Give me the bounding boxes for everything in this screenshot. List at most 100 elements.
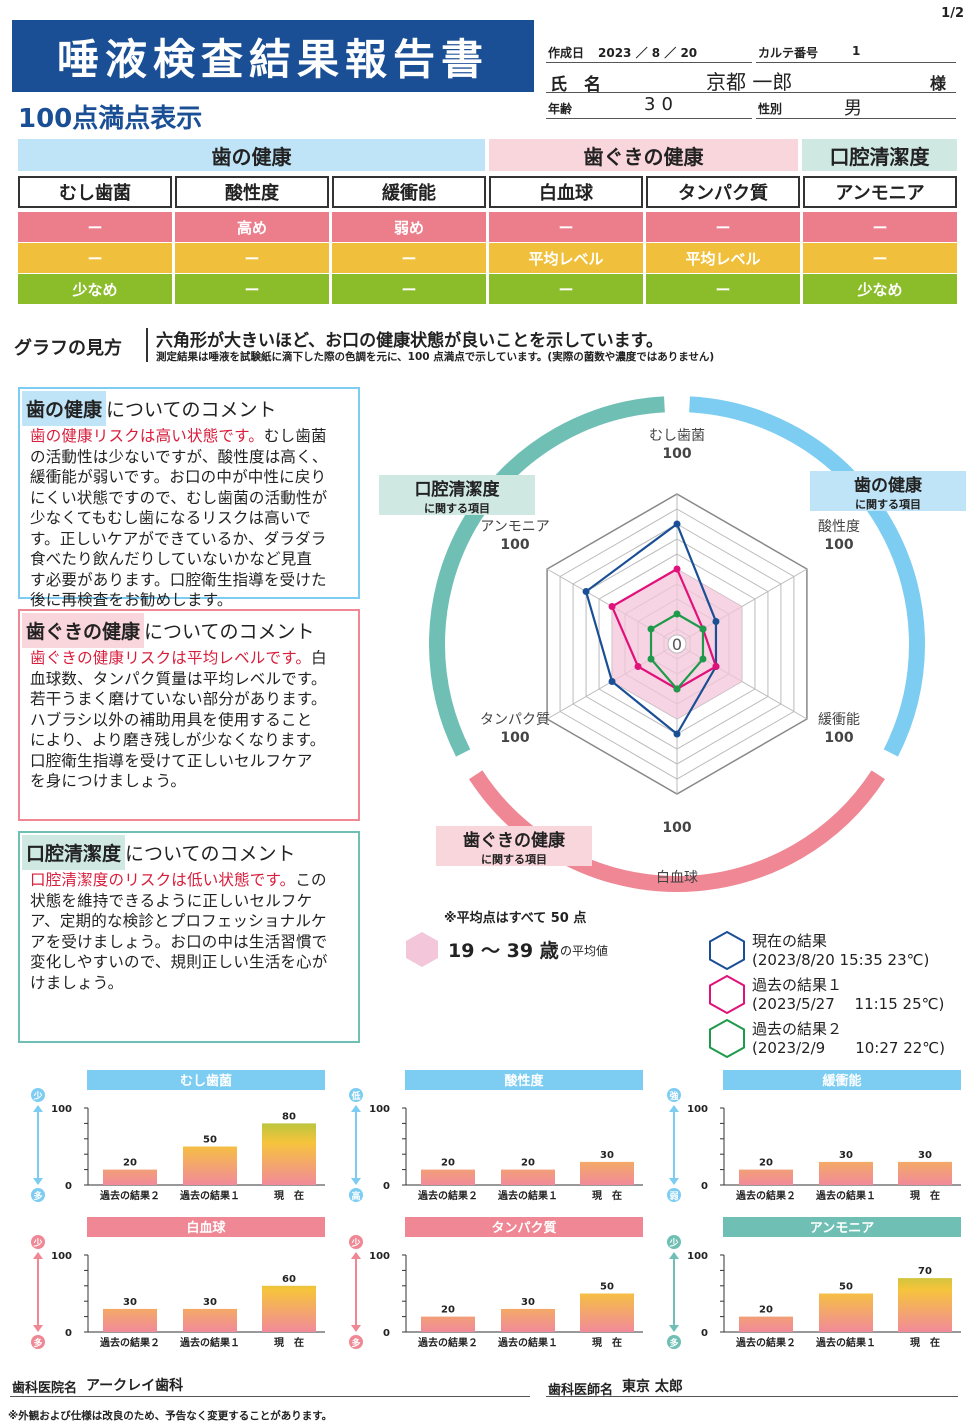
radar-point <box>712 663 720 670</box>
bar-category-label: 過去の結果１ <box>815 1189 876 1202</box>
radar-point <box>712 618 720 625</box>
bar <box>501 1308 555 1332</box>
bar-value-label: 30 <box>123 1297 137 1308</box>
y-tick-label: 100 <box>369 1251 390 1262</box>
y-tick-label: 0 <box>701 1328 708 1339</box>
radar-axis-max: 100 <box>500 537 529 553</box>
comment-text-segment: この <box>295 871 327 889</box>
arrow-up-icon <box>669 1105 679 1112</box>
indicator-bottom-circle <box>349 1335 363 1349</box>
radar-point <box>608 678 616 685</box>
doctor-label: 歯科医師名 <box>548 1383 614 1398</box>
bar-category-label: 過去の結果１ <box>179 1336 240 1349</box>
comment-text: 口腔清潔度のリスクは低い状態です。この 状態を維持できるように正しいセルフケ ア、定… <box>20 870 358 993</box>
table-cell: 少なめ <box>803 274 957 304</box>
bar-value-label: 50 <box>600 1282 614 1293</box>
comment-text-segment: 後に再検査をお勧めします。 <box>30 591 233 609</box>
comment-line: により、より磨き残しが少なくなります。 <box>30 730 348 751</box>
radar-center <box>667 634 687 654</box>
arrow-down-icon <box>351 1178 361 1185</box>
indicator-top-circle <box>667 1235 681 1249</box>
radar-point <box>699 625 707 633</box>
radar-point <box>699 655 707 663</box>
radar-tag-teeth: 歯の健康 に関する項目 <box>810 471 966 511</box>
comment-line: にくい状態ですので、むし歯菌の活動性が <box>30 488 348 509</box>
radar-axis-label: 白血球 <box>656 870 698 886</box>
comment-text: 歯ぐきの健康リスクは平均レベルです。白 血球数、タンパク質量は平均レベルです。 若干… <box>20 648 358 792</box>
table-cell: ー <box>18 212 172 242</box>
category-oral: 口腔清潔度 <box>802 139 957 171</box>
indicator-top-circle <box>349 1088 363 1102</box>
indicator-top-label: 低 <box>350 1090 360 1102</box>
legend-past1-date: (2023/5/27 11:15 25℃) <box>752 995 945 1013</box>
comment-line: ハブラシ以外の補助用具を使用すること <box>30 710 348 731</box>
arrow-up-icon <box>351 1105 361 1112</box>
comment-title: についてのコメント <box>125 843 296 865</box>
avg-age: 19 〜 39 歳 <box>448 940 559 962</box>
category-teeth: 歯の健康 <box>18 139 485 171</box>
karte-value: 1 <box>852 44 861 58</box>
bar-chart-title: 白血球 <box>186 1220 226 1236</box>
radar-axis-max: 100 <box>500 730 529 746</box>
bar-value-label: 30 <box>203 1297 217 1308</box>
y-tick-label: 0 <box>383 1181 390 1192</box>
date-value: 2023 ／ 8 ／ 20 <box>598 46 698 60</box>
comment-text-segment: むし歯菌 <box>263 427 327 445</box>
radar-point <box>647 625 655 633</box>
past2-hexagon-icon <box>709 1018 745 1058</box>
indicator-top-label: 少 <box>350 1237 360 1249</box>
bar-category-label: 現 在 <box>274 1189 304 1202</box>
col-header: タンパク質 <box>646 176 800 208</box>
y-tick-label: 0 <box>65 1328 72 1339</box>
karte-label: カルテ番号 <box>758 46 819 60</box>
bar-value-label: 80 <box>282 1111 296 1122</box>
bar-value-label: 20 <box>123 1158 137 1169</box>
comment-line: 状態を維持できるように正しいセルフケ <box>30 891 348 912</box>
col-header: 緩衝能 <box>332 176 486 208</box>
arrow-down-icon <box>33 1325 43 1332</box>
indicator-top-label: 少 <box>668 1237 678 1249</box>
bar-value-label: 20 <box>441 1158 455 1169</box>
bar-value-label: 30 <box>839 1150 853 1161</box>
radar-tag-title: 歯の健康 <box>854 475 922 496</box>
arrow-up-icon <box>33 1105 43 1112</box>
comment-oral: 口腔清潔度 についてのコメント 口腔清潔度のリスクは低い状態です。この 状態を維持で… <box>18 831 360 1043</box>
bar <box>103 1169 157 1185</box>
bar-value-label: 60 <box>282 1274 296 1285</box>
comment-tag: 歯ぐきの健康 <box>22 613 145 648</box>
indicator-top-label: 少 <box>32 1090 42 1102</box>
disclaimer: ※外観および仕様は改良のため、予告なく変更することがあります。 <box>8 1410 333 1422</box>
comment-title: についてのコメント <box>144 621 315 643</box>
comment-highlight: 歯の健康リスクは高い状態です。 <box>30 427 264 445</box>
honorific: 様 <box>930 74 947 93</box>
comment-line: す必要があります。口腔衛生指導を受けた <box>30 570 348 591</box>
indicator-bottom-circle <box>667 1188 681 1202</box>
indicator-top-circle <box>31 1088 45 1102</box>
bar-category-label: 過去の結果２ <box>417 1336 478 1349</box>
bar-category-label: 過去の結果２ <box>99 1189 160 1202</box>
radar-axis-max: 100 <box>824 730 853 746</box>
indicator-bottom-label: 多 <box>351 1337 360 1349</box>
bar-category-label: 過去の結果２ <box>417 1189 478 1202</box>
radar-axis-label: 緩衝能 <box>818 712 860 728</box>
comment-line: 食べたり飲んだりしていないかなど見直 <box>30 549 348 570</box>
age-label: 年齢 <box>548 102 573 116</box>
legend-current-date: (2023/8/20 15:35 23℃) <box>752 951 930 969</box>
radar-point <box>673 520 681 528</box>
arrow-down-icon <box>351 1325 361 1332</box>
radar-axis-label: 酸性度 <box>818 519 860 535</box>
bar-category-label: 現 在 <box>910 1189 940 1202</box>
comment-line: を身につけましょう。 <box>30 771 348 792</box>
col-header: アンモニア <box>803 176 957 208</box>
y-tick-label: 100 <box>687 1251 708 1262</box>
indicator-bottom-circle <box>31 1188 45 1202</box>
legend-past2-date: (2023/2/9 10:27 22℃) <box>752 1039 946 1057</box>
comment-line: 口腔衛生指導を受けて正しいセルフケア <box>30 751 348 772</box>
bar-chart-title-bg <box>87 1070 325 1090</box>
bar-value-label: 50 <box>839 1282 853 1293</box>
comment-text-segment: にくい状態ですので、むし歯菌の活動性が <box>30 488 328 507</box>
bar-category-label: 過去の結果２ <box>735 1189 796 1202</box>
bar-value-label: 30 <box>521 1297 535 1308</box>
